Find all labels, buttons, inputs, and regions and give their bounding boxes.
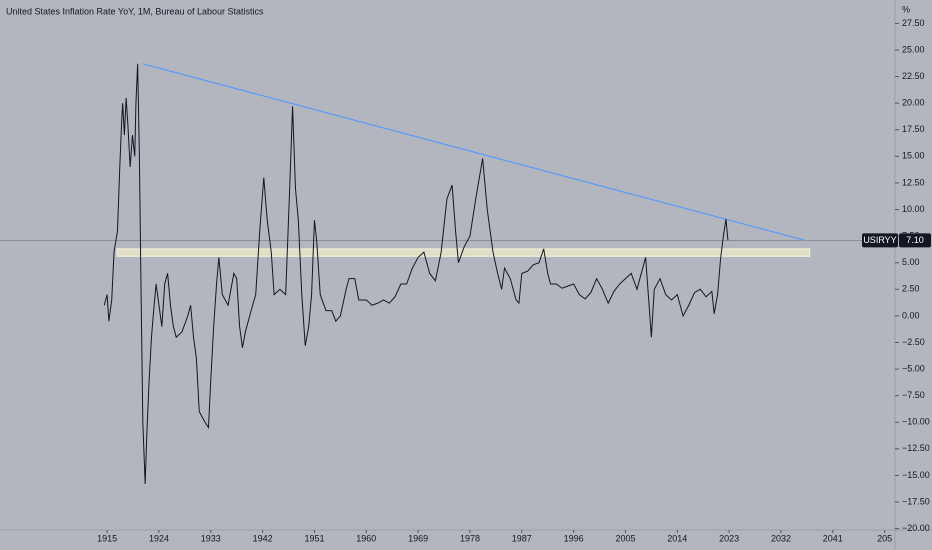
x-tick-label: 2032 [771,533,791,543]
x-tick-label: 2041 [823,533,843,543]
y-tick-label: 25.00 [902,44,925,54]
y-tick-label: −17.50 [902,496,930,506]
y-tick-label: −5.00 [902,363,925,373]
trendline [142,63,806,242]
series-name: USIRYY [863,235,896,245]
x-tick-label: 1942 [253,533,273,543]
y-unit: % [902,4,910,14]
x-tick-label: 2005 [615,533,635,543]
price-badge [899,233,931,248]
x-tick-label: 1978 [460,533,480,543]
x-tick-label: 1969 [408,533,428,543]
price-label: 7.10 [906,235,924,245]
x-tick-label: 2023 [719,533,739,543]
y-tick-label: −15.00 [902,470,930,480]
chart-title: United States Inflation Rate YoY, 1M, Bu… [6,6,264,16]
y-tick-label: −7.50 [902,390,925,400]
y-tick-label: −2.50 [902,337,925,347]
y-tick-label: 12.50 [902,177,925,187]
y-tick-label: 0.00 [902,310,920,320]
y-tick-label: 17.50 [902,124,925,134]
series-line [103,63,729,484]
y-tick-label: −20.00 [902,523,930,533]
y-tick-label: 22.50 [902,71,925,81]
x-tick-label: 2014 [667,533,687,543]
x-tick-label: 1996 [564,533,584,543]
y-tick-label: 20.00 [902,98,925,108]
x-tick-label: 1951 [304,533,324,543]
price-badge [862,233,898,248]
x-tick-label: 1933 [201,533,221,543]
y-tick-label: 27.50 [902,18,925,28]
x-tick-label: 1915 [97,533,117,543]
y-tick-label: 10.00 [902,204,925,214]
y-tick-label: −10.00 [902,417,930,427]
x-tick-label: 205 [877,533,892,543]
y-tick-label: −12.50 [902,443,930,453]
y-tick-label: 5.00 [902,257,920,267]
x-tick-label: 1924 [149,533,169,543]
x-tick-label: 1960 [356,533,376,543]
y-tick-label: 2.50 [902,284,920,294]
y-tick-label: 15.00 [902,151,925,161]
x-tick-label: 1987 [512,533,532,543]
